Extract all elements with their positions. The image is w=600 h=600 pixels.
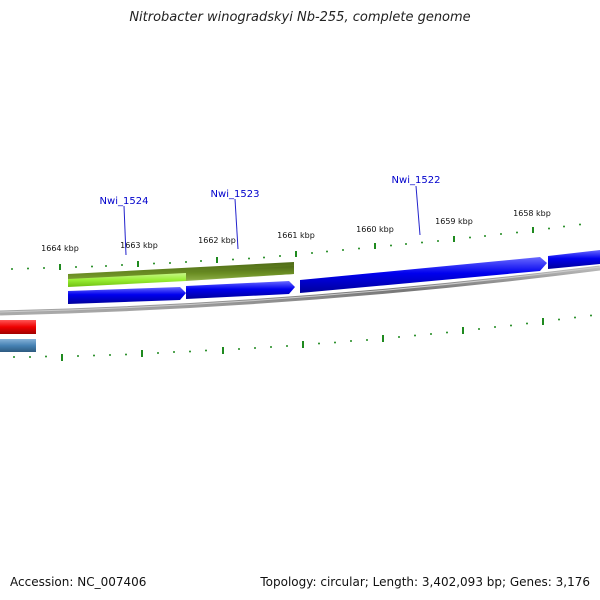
ruler-label: 1660 kbp	[356, 225, 394, 234]
red-feature[interactable]	[0, 320, 36, 334]
genome-summary-text: Topology: circular; Length: 3,402,093 bp…	[260, 575, 590, 589]
gene-arrow[interactable]	[186, 281, 295, 299]
outer-ruler-labels: 1664 kbp 1663 kbp 1662 kbp 1661 kbp 1660…	[41, 209, 551, 253]
genome-backbone	[0, 265, 600, 316]
gene-arrow[interactable]	[68, 287, 186, 304]
gene-arrow[interactable]	[300, 257, 547, 293]
ruler-label: 1659 kbp	[435, 217, 473, 226]
forward-gene-arrows[interactable]	[68, 250, 600, 304]
gene-label-nwi-1523[interactable]: Nwi_1523	[211, 189, 260, 200]
accession-text: Accession: NC_007406	[10, 575, 147, 589]
ruler-label: 1662 kbp	[198, 236, 236, 245]
gene-label-leaders	[123, 185, 421, 256]
inner-ruler-dots	[13, 314, 592, 358]
gene-label-nwi-1524[interactable]: Nwi_1524	[100, 196, 149, 207]
ruler-label: 1663 kbp	[120, 241, 158, 250]
ruler-label: 1661 kbp	[277, 231, 315, 240]
olive-gene-features[interactable]	[68, 262, 294, 287]
outer-ruler-dots	[11, 223, 581, 270]
outer-ruler-major-ticks	[59, 227, 534, 270]
map-title: Nitrobacter winogradskyi Nb-255, complet…	[129, 10, 471, 25]
inner-ruler-major-ticks	[61, 318, 544, 361]
genome-backbone-highlight	[0, 266, 600, 313]
gene-label-nwi-1522[interactable]: Nwi_1522	[392, 175, 441, 186]
steelblue-feature[interactable]	[0, 339, 36, 352]
gene-arrow[interactable]	[548, 250, 600, 269]
reverse-strand-features[interactable]	[0, 320, 36, 352]
ruler-label: 1658 kbp	[513, 209, 551, 218]
gene-labels: Nwi_1524 Nwi_1523 Nwi_1522	[100, 175, 441, 207]
ruler-label: 1664 kbp	[41, 244, 79, 253]
